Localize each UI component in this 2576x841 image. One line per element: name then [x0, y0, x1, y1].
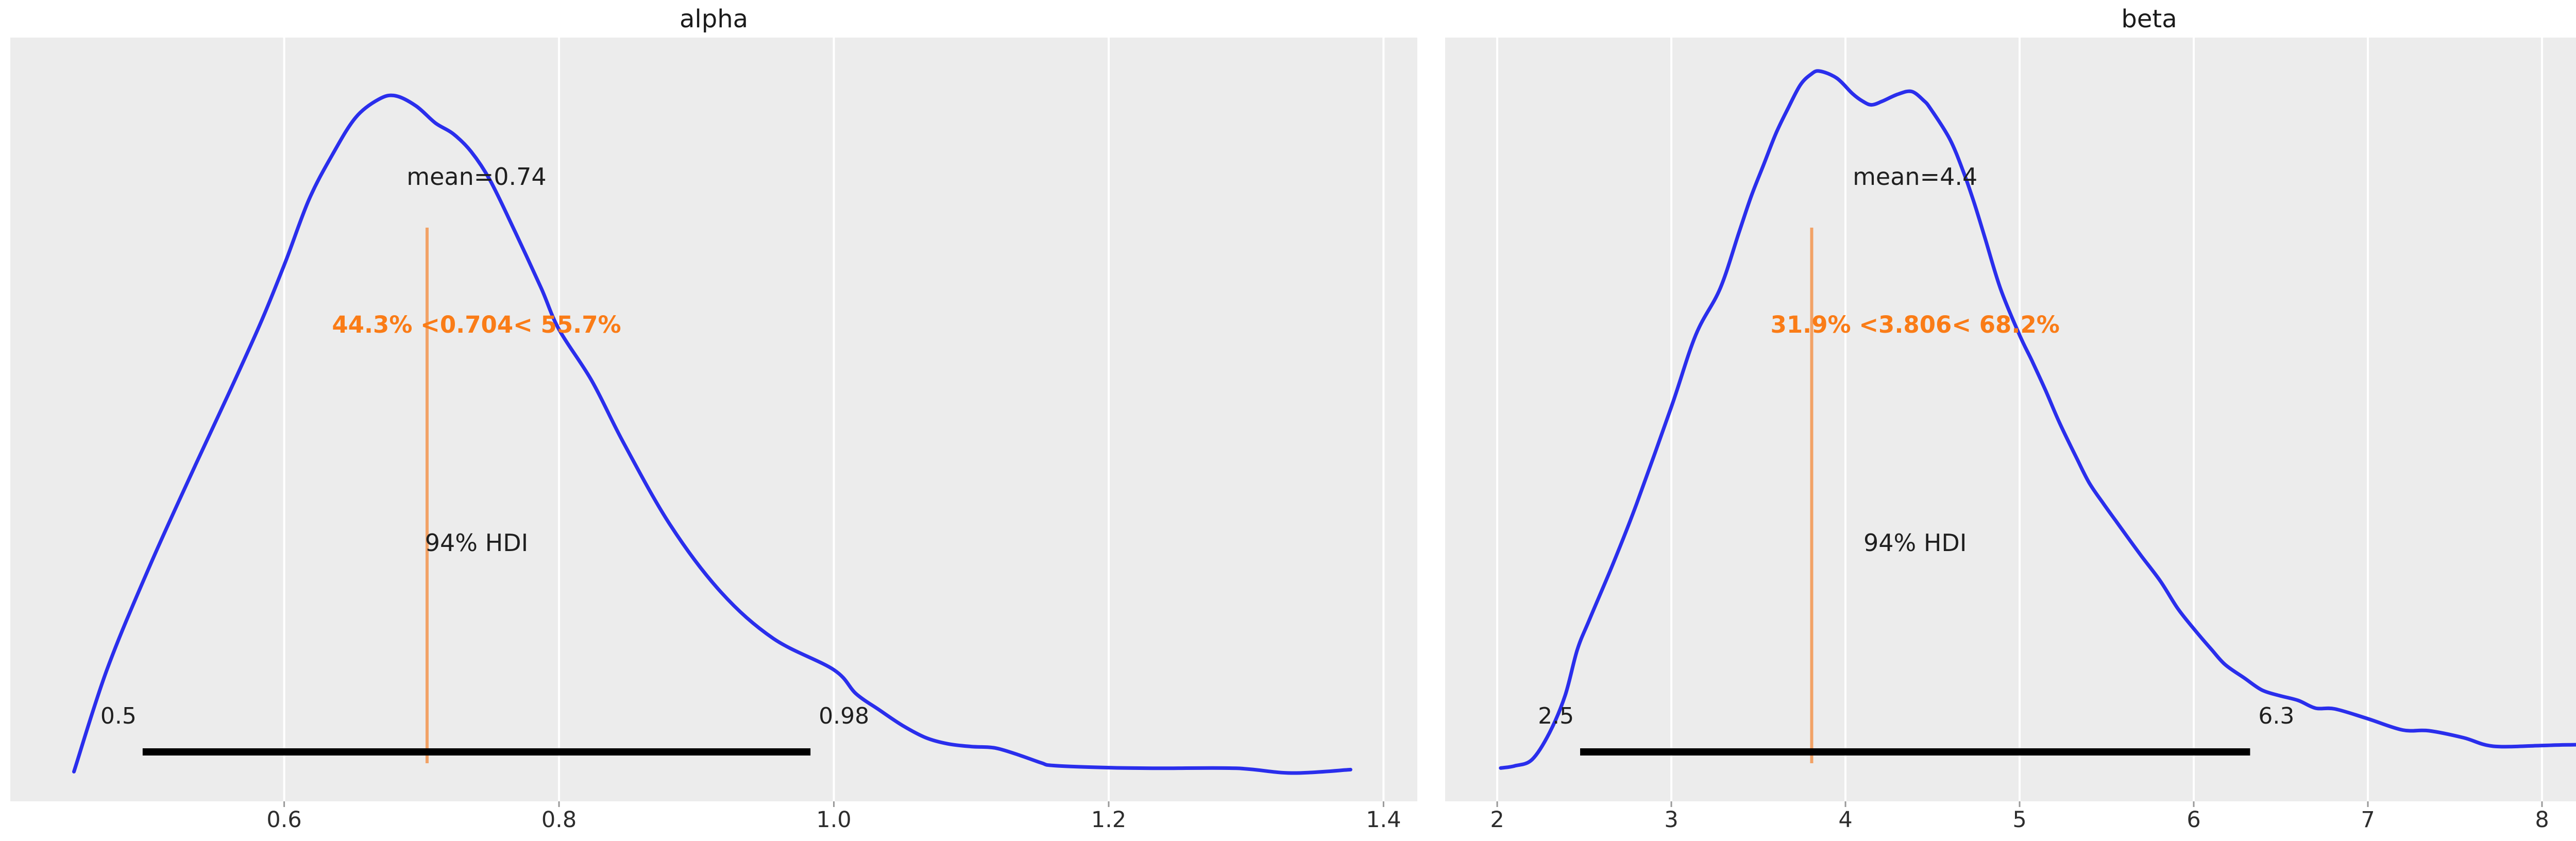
hdi-low-label-alpha: 0.5 — [100, 703, 137, 729]
x-tick-label: 0.6 — [266, 807, 301, 833]
ref-interval-label-alpha: 44.3% <0.704< 55.7% — [332, 311, 621, 338]
x-tick-label: 0.8 — [541, 807, 577, 833]
x-tick-label: 3 — [1664, 807, 1678, 833]
kde-curve — [72, 93, 1352, 775]
x-tick-label: 1.4 — [1366, 807, 1401, 833]
plot-background — [1445, 38, 2576, 801]
ref-interval-label-beta: 31.9% <3.806< 68.2% — [1771, 311, 2060, 338]
x-tick-label: 1.2 — [1091, 807, 1126, 833]
kde-curve — [1499, 69, 2576, 770]
x-tick-label: 4 — [1838, 807, 1852, 833]
x-tick-label: 2 — [1490, 807, 1504, 833]
x-tick-label: 8 — [2535, 807, 2549, 833]
x-tick-label: 7 — [2361, 807, 2375, 833]
panel-beta: 23456789 — [1445, 38, 2576, 833]
panel-title-alpha: alpha — [680, 5, 748, 33]
panel-title-beta: beta — [2121, 5, 2177, 33]
x-tick-label: 1.0 — [816, 807, 851, 833]
plot-background — [10, 38, 1417, 801]
x-tick-label: 5 — [2012, 807, 2026, 833]
hdi-label-alpha: 94% HDI — [425, 529, 528, 557]
hdi-low-label-beta: 2.5 — [1538, 703, 1574, 729]
hdi-high-label-alpha: 0.98 — [819, 703, 869, 729]
mean-label-alpha: mean=0.74 — [406, 163, 546, 191]
mean-label-beta: mean=4.4 — [1853, 163, 1977, 191]
hdi-label-beta: 94% HDI — [1863, 529, 1967, 557]
hdi-high-label-beta: 6.3 — [2258, 703, 2294, 729]
x-tick-label: 6 — [2187, 807, 2200, 833]
panel-alpha: 0.6 0.8 1.0 1.2 1.4 — [10, 38, 1417, 833]
